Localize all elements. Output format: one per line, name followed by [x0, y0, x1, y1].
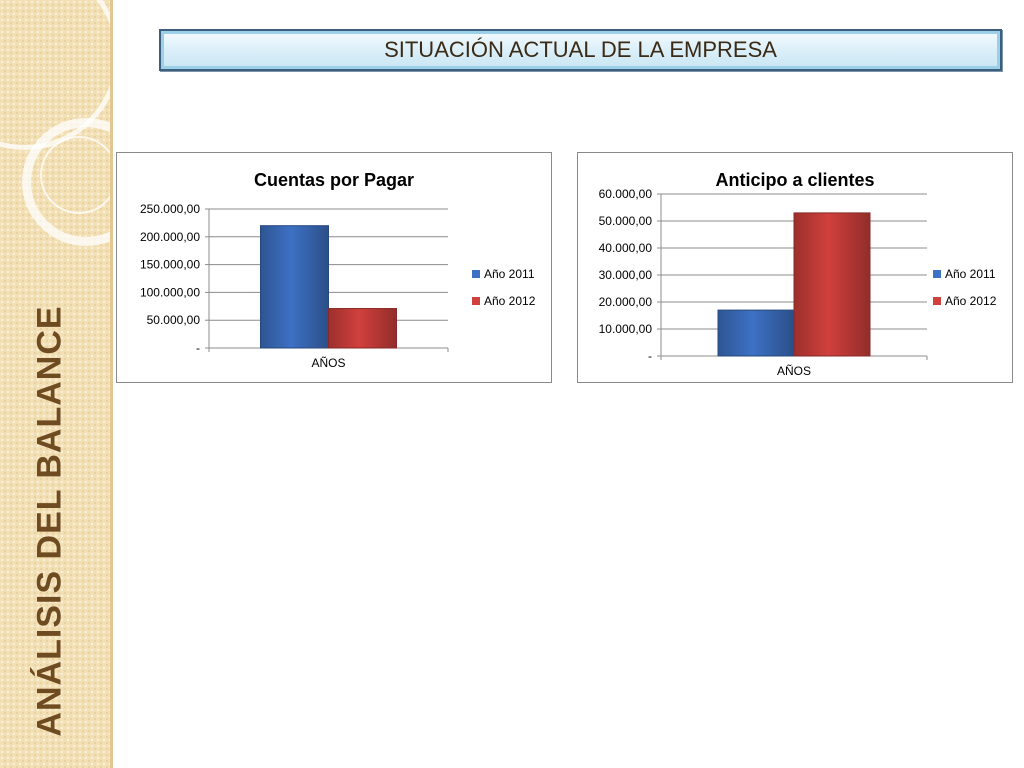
legend-label: Año 2011 — [945, 267, 996, 281]
y-tick-label: 60.000,00 — [599, 187, 653, 201]
y-tick-label: 10.000,00 — [599, 322, 653, 336]
y-tick-label: 50.000,00 — [599, 214, 653, 228]
x-category-label: AÑOS — [777, 364, 811, 378]
y-tick-label: 200.000,00 — [140, 230, 200, 244]
y-tick-label: 250.000,00 — [140, 202, 200, 216]
decorative-ring — [40, 136, 113, 214]
chart-anticipo-a-clientes: Anticipo a clientes - 10.000,00 20.000,00 30… — [577, 152, 1013, 383]
legend-label: Año 2012 — [945, 294, 997, 308]
chart-title: Anticipo a clientes — [715, 170, 874, 190]
legend-swatch — [933, 270, 941, 278]
y-tick-label: 100.000,00 — [140, 285, 200, 299]
legend-swatch — [472, 270, 480, 278]
bar-2011 — [717, 309, 795, 357]
x-category-label: AÑOS — [311, 356, 345, 370]
chart-svg: Anticipo a clientes - 10.000,00 20.000,00 30… — [599, 170, 997, 378]
bar-2011 — [260, 225, 329, 349]
y-tick-label: 50.000,00 — [147, 313, 201, 327]
decorative-ring — [22, 118, 113, 246]
bar-2012 — [793, 212, 871, 357]
y-tick-label: 40.000,00 — [599, 241, 653, 255]
y-tick-label: 30.000,00 — [599, 268, 653, 282]
legend-label: Año 2011 — [484, 267, 535, 281]
y-tick-label: - — [648, 349, 652, 363]
side-section-title: ANÁLISIS DEL BALANCE — [30, 305, 69, 737]
chart-svg: Cuentas por Pagar - 50.000,00 100.000,00 150… — [140, 170, 536, 370]
y-tick-label: - — [196, 341, 200, 355]
bar-2012 — [328, 308, 397, 349]
chart-cuentas-por-pagar: Cuentas por Pagar - 50.000,00 100.000,00 150… — [116, 152, 552, 383]
y-tick-label: 20.000,00 — [599, 295, 653, 309]
chart-title: Cuentas por Pagar — [254, 170, 414, 190]
header-banner: SITUACIÓN ACTUAL DE LA EMPRESA — [159, 29, 1002, 71]
page-title: SITUACIÓN ACTUAL DE LA EMPRESA — [384, 37, 777, 62]
y-tick-label: 150.000,00 — [140, 258, 200, 272]
legend-swatch — [472, 297, 480, 305]
legend-swatch — [933, 297, 941, 305]
side-decoration-strip — [0, 0, 113, 768]
legend-label: Año 2012 — [484, 294, 536, 308]
